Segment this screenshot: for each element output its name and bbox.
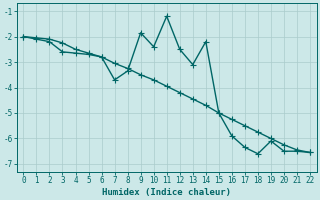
X-axis label: Humidex (Indice chaleur): Humidex (Indice chaleur): [102, 188, 231, 197]
